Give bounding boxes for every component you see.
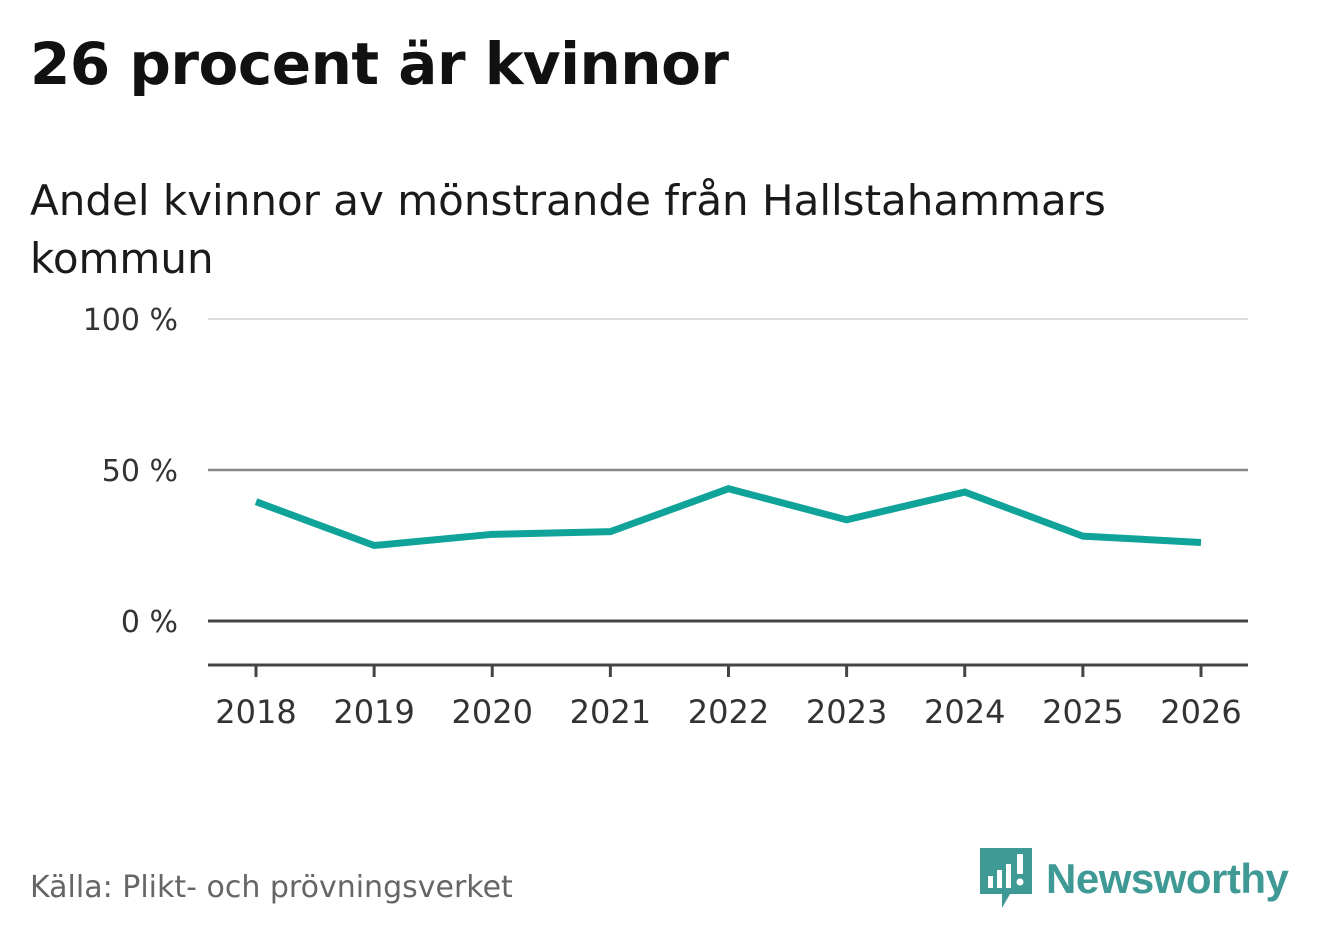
y-tick-label: 100 % [83,303,178,338]
x-tick-label: 2020 [452,693,533,731]
x-tick-label: 2023 [806,693,887,731]
x-tick-label: 2025 [1042,693,1123,731]
logo-text: Newsworthy [1046,855,1289,902]
data-points [255,488,1202,546]
chart-subtitle: Andel kvinnor av mönstrande från Hallsta… [30,176,1106,283]
gridlines [208,318,1248,623]
x-tick-label: 2021 [570,693,651,731]
source-note: Källa: Plikt- och prövningsverket [30,870,513,905]
line-chart: 0 % 50 % 100 % 2018 2019 2020 2021 2022 2023 202… [83,303,1248,731]
x-tick-label: 2018 [215,693,296,731]
x-tick-label: 2019 [333,693,414,731]
newsworthy-logo: Newsworthy [980,848,1289,910]
series-line [254,485,1202,550]
chart-title: 26 procent är kvinnor [30,30,729,98]
y-axis-ticks: 0 % 50 % 100 % [83,303,178,640]
x-axis-ticks: 2018 2019 2020 2021 2022 2023 2024 2025 2026 [215,665,1242,731]
y-tick-label: 0 % [121,605,178,640]
bar-chart-speech-bubble-icon [980,848,1032,908]
x-tick-label: 2026 [1160,693,1241,731]
x-tick-label: 2022 [688,693,769,731]
y-tick-label: 50 % [102,454,178,489]
x-tick-label: 2024 [924,693,1005,731]
